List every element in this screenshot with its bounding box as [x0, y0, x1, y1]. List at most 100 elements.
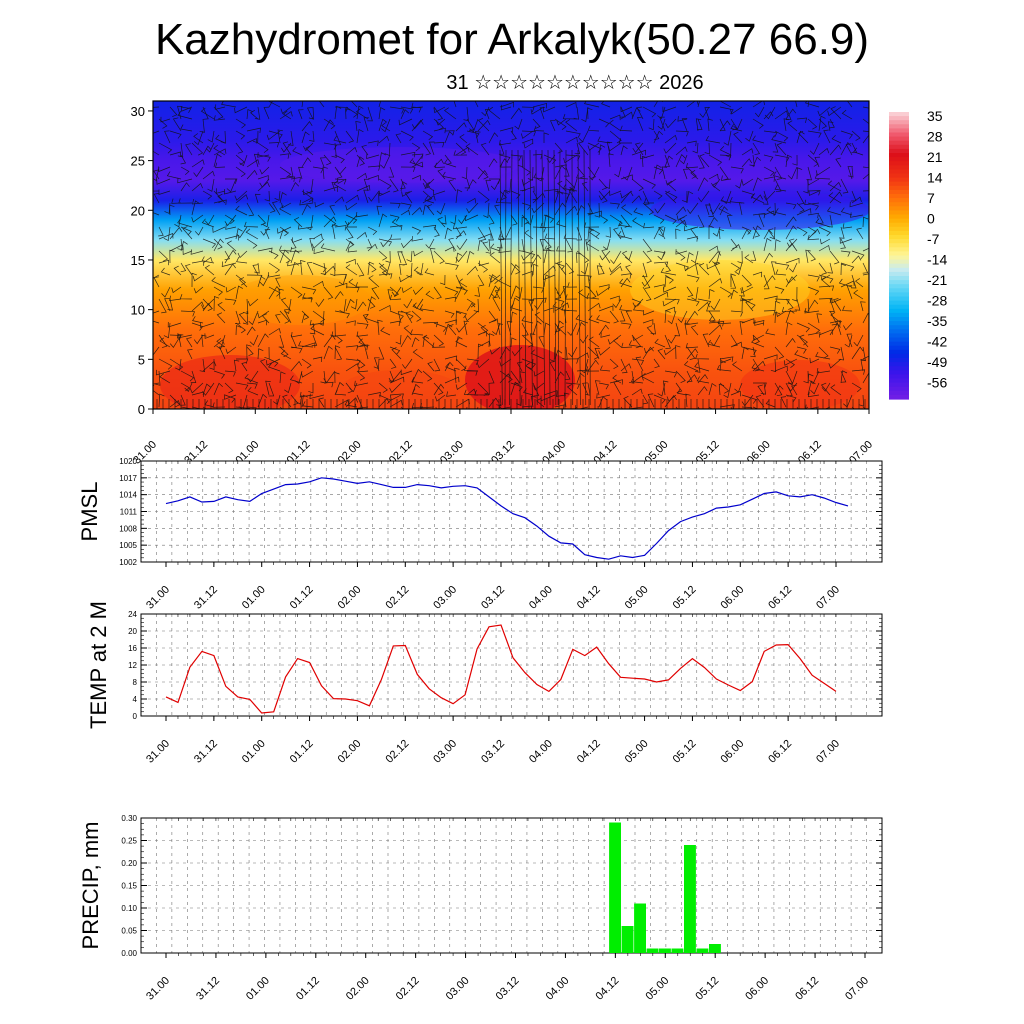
wind-barb	[345, 130, 355, 143]
wind-barb	[318, 310, 325, 326]
wind-barb	[664, 370, 678, 378]
wind-barb	[807, 130, 822, 138]
wind-barb	[657, 250, 666, 261]
wind-barb	[698, 190, 710, 203]
wind-barb	[695, 118, 702, 132]
wind-barb	[587, 359, 599, 372]
wind-barb	[456, 322, 468, 333]
wind-barb	[345, 194, 360, 204]
wind-barb	[268, 142, 280, 148]
wind-barb	[741, 298, 756, 309]
wind-barb	[169, 204, 175, 216]
wind-barb	[862, 372, 869, 384]
wind-barb	[598, 214, 609, 224]
wind-barb	[411, 402, 424, 409]
wind-barb	[851, 369, 866, 375]
colorbar-swatch	[889, 243, 909, 248]
wind-barb	[504, 149, 507, 406]
wind-barb	[862, 262, 869, 274]
wind-barb	[840, 238, 846, 249]
wind-barb	[180, 106, 192, 114]
wind-barb	[745, 300, 754, 312]
wind-barb	[664, 262, 671, 273]
x-tick-label: 07.00	[814, 584, 842, 612]
colorbar-swatch	[889, 374, 909, 380]
wind-barb	[290, 332, 303, 338]
wind-barb	[679, 216, 688, 228]
colorbar-swatch	[889, 271, 909, 277]
wind-barb	[320, 243, 336, 252]
wind-barb	[380, 326, 391, 336]
wind-barb	[767, 228, 776, 240]
colorbar-swatch	[889, 304, 909, 310]
wind-barb	[829, 181, 842, 192]
wind-barb	[163, 226, 171, 242]
y-tick-label: 10	[131, 303, 145, 318]
wind-barb	[862, 118, 869, 130]
wind-barb	[473, 298, 479, 313]
wind-barb	[191, 214, 204, 223]
wind-barb	[723, 130, 732, 146]
wind-barb	[499, 190, 507, 200]
wind-barb	[238, 312, 248, 324]
wind-barb	[405, 311, 413, 324]
wind-barb	[192, 274, 204, 282]
wind-barb	[564, 149, 567, 406]
wind-barb	[182, 249, 193, 256]
wind-barb	[464, 214, 479, 222]
wind-barb	[587, 302, 601, 312]
wind-barb	[312, 233, 323, 240]
wind-barb	[279, 166, 292, 178]
wind-barb	[653, 284, 665, 290]
wind-barb	[815, 166, 831, 176]
wind-barb	[730, 244, 741, 252]
x-tick-label: 31.00	[144, 584, 172, 612]
wind-barb	[153, 212, 160, 216]
wind-barb	[851, 196, 862, 204]
wind-barb	[599, 250, 611, 261]
wind-barb	[860, 359, 866, 372]
wind-barb	[403, 298, 413, 309]
wind-barb	[310, 324, 325, 336]
wind-barb	[686, 236, 698, 242]
wind-barb	[804, 308, 820, 314]
wind-barb	[320, 262, 327, 275]
wind-barb	[411, 161, 424, 168]
wind-barb	[686, 298, 700, 307]
wind-barb	[664, 274, 674, 284]
wind-barb	[554, 202, 566, 216]
wind-barb	[840, 130, 853, 139]
wind-barb	[521, 316, 534, 324]
y-tick-label: 1008	[119, 524, 137, 533]
wind-barb	[455, 146, 470, 156]
wind-barb	[521, 262, 534, 268]
wind-barb	[653, 166, 664, 175]
wind-barb	[705, 135, 721, 144]
wind-barb	[234, 106, 248, 114]
wind-barb	[785, 202, 797, 210]
wind-barb	[259, 274, 270, 287]
wind-barb	[862, 312, 869, 324]
wind-barb	[774, 286, 785, 294]
wind-barb	[153, 385, 160, 396]
wind-barb	[224, 370, 236, 377]
wind-barb	[267, 101, 281, 108]
wind-barb	[395, 133, 402, 144]
wind-barb	[235, 325, 242, 336]
wind-barb	[245, 228, 259, 240]
wind-barb	[829, 144, 842, 156]
wind-barb	[347, 247, 358, 253]
wind-barb	[719, 120, 731, 132]
wind-barb	[363, 178, 370, 192]
wind-barb	[215, 134, 226, 144]
wind-barb	[378, 213, 388, 228]
wind-barb	[808, 190, 820, 196]
wind-barb	[171, 198, 182, 204]
wind-barb	[389, 358, 397, 369]
wind-barb	[278, 288, 284, 300]
wind-barb	[675, 249, 688, 255]
wind-barb	[200, 107, 215, 120]
wind-barb	[381, 262, 391, 276]
wind-barb	[730, 273, 736, 288]
colorbar-swatch	[889, 345, 909, 351]
